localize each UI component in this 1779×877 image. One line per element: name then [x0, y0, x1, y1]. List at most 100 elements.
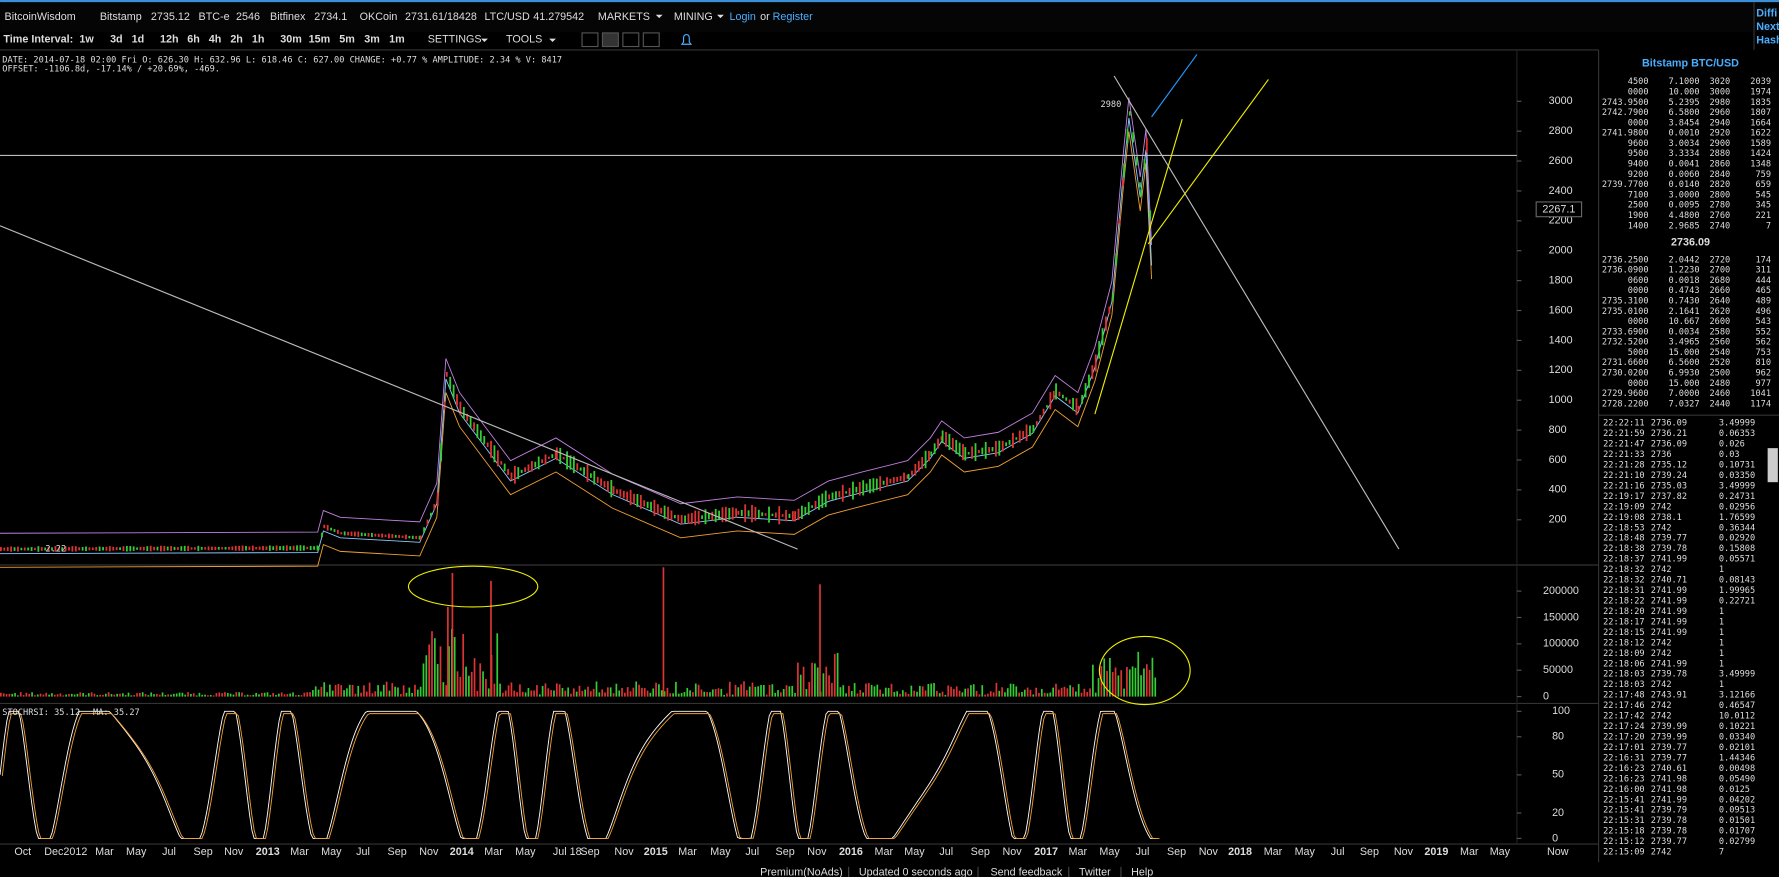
candle	[530, 461, 533, 472]
trade-time: 22:17:01	[1603, 743, 1644, 753]
volume-tick-label: 0	[1543, 690, 1549, 702]
volume-bar	[51, 693, 53, 697]
interval-button[interactable]: 1w	[79, 34, 94, 46]
interval-button[interactable]: 12h	[160, 34, 179, 46]
depth-volume: 962	[1755, 369, 1771, 379]
trade-time: 22:21:28	[1603, 461, 1644, 471]
candle	[115, 547, 118, 551]
candle	[845, 491, 848, 494]
trade-amount: 0.10221	[1719, 722, 1755, 732]
volume-bar	[743, 681, 745, 697]
volume-bar	[1018, 692, 1020, 697]
depth-price: 2880	[1709, 149, 1730, 159]
trade-amount: 1	[1719, 617, 1724, 627]
market-name[interactable]: Bitfinex	[270, 11, 306, 23]
volume-bar	[819, 584, 821, 697]
candle	[921, 456, 924, 469]
volume-bar	[62, 695, 65, 697]
candle	[316, 545, 319, 551]
interval-button[interactable]: 2h	[230, 34, 243, 46]
candle	[917, 461, 920, 472]
candle	[336, 529, 339, 534]
market-name[interactable]: Bitstamp	[100, 11, 142, 23]
volume-bar	[791, 685, 794, 697]
trade-price: 2742	[1651, 638, 1672, 648]
volume-bar	[757, 686, 760, 697]
footer-link[interactable]: Send feedback	[990, 866, 1062, 877]
tool-icon[interactable]	[642, 32, 660, 48]
login-link[interactable]: Login	[730, 11, 756, 23]
footer-link[interactable]: Twitter	[1079, 866, 1111, 877]
trade-time: 22:19:09	[1603, 502, 1644, 512]
market-name[interactable]: BTC-e	[199, 11, 230, 23]
tool-icon[interactable]	[581, 32, 599, 48]
trade-time: 22:16:23	[1603, 764, 1644, 774]
volume-bar	[414, 684, 416, 697]
candle	[1025, 424, 1028, 442]
interval-button[interactable]: 6h	[187, 34, 200, 46]
interval-button[interactable]: 3d	[110, 34, 123, 46]
market-price: 41.279542	[533, 11, 584, 23]
menu[interactable]: MINING	[674, 11, 713, 23]
depth-volume: 753	[1755, 348, 1771, 358]
interval-button[interactable]: 4h	[209, 34, 222, 46]
candle	[1111, 293, 1114, 302]
volume-bar	[1032, 694, 1035, 697]
volume-bar	[570, 693, 572, 697]
volume-bar	[913, 690, 916, 697]
brand[interactable]: BitcoinWisdom	[5, 11, 76, 23]
candle	[207, 546, 210, 551]
candle	[517, 467, 520, 480]
interval-button[interactable]: 15m	[309, 34, 331, 46]
tool-icon[interactable]	[601, 32, 619, 48]
interval-button[interactable]: 30m	[280, 34, 302, 46]
stoch-label: STOCHRSI: 35.12	[2, 708, 80, 718]
market-name[interactable]: LTC/USD	[484, 11, 529, 23]
trade-amount: 0.02799	[1719, 837, 1755, 847]
depth-price: 2440	[1709, 399, 1730, 409]
time-axis-label: Jul	[1136, 846, 1150, 858]
trade-price: 2739.78	[1651, 544, 1687, 554]
candle	[633, 493, 635, 505]
trade-time: 22:19:08	[1603, 513, 1644, 523]
volume-bar	[289, 693, 292, 697]
volume-bar	[377, 685, 379, 697]
interval-button[interactable]: 1d	[132, 34, 145, 46]
volume-bar	[782, 688, 785, 697]
volume-bar	[896, 691, 899, 697]
trade-price: 2743.91	[1651, 691, 1687, 701]
interval-button[interactable]: 5m	[339, 34, 355, 46]
register-link[interactable]: Register	[773, 11, 814, 23]
volume-bar	[104, 693, 107, 697]
settings-menu[interactable]: SETTINGS	[428, 34, 482, 46]
volume-bar	[504, 690, 507, 697]
volume-bar	[476, 690, 479, 697]
tools-menu[interactable]: TOOLS	[506, 34, 542, 46]
scrollbar[interactable]	[1767, 448, 1778, 483]
menu[interactable]: MARKETS	[598, 11, 650, 23]
footer-link[interactable]: Premium(NoAds)	[760, 866, 843, 877]
volume-bar	[662, 567, 665, 697]
depth-price: 2520	[1709, 358, 1730, 368]
alert-icon[interactable]	[680, 34, 693, 45]
volume-bar	[760, 685, 762, 697]
order-amount: 3.0034	[1668, 139, 1699, 149]
volume-bar	[334, 684, 337, 697]
volume-bar	[479, 663, 482, 697]
candle	[51, 547, 53, 551]
interval-button[interactable]: 1m	[389, 34, 405, 46]
tool-icon[interactable]	[622, 32, 640, 48]
order-amount: 10.667	[1668, 317, 1699, 327]
order-price: 2733.6900	[1602, 327, 1649, 337]
interval-button[interactable]: 3m	[364, 34, 380, 46]
volume-bar	[85, 695, 87, 697]
trade-amount: 0.03	[1719, 450, 1740, 460]
interval-button[interactable]: 1h	[252, 34, 265, 46]
market-name[interactable]: OKCoin	[360, 11, 398, 23]
footer-link[interactable]: Help	[1131, 866, 1153, 877]
volume-bar	[198, 692, 201, 697]
candle	[384, 534, 387, 537]
trade-price: 2740.71	[1651, 576, 1687, 586]
candle	[896, 476, 899, 482]
volume-bar	[76, 693, 79, 697]
